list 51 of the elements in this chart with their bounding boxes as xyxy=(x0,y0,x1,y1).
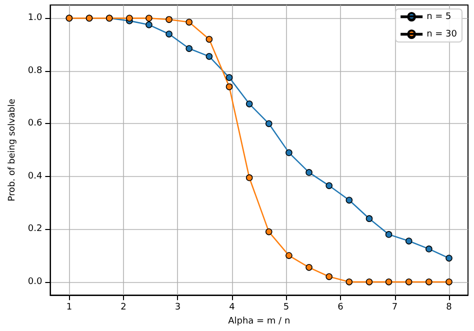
point xyxy=(166,16,172,23)
point xyxy=(286,252,292,259)
point xyxy=(146,21,152,28)
point xyxy=(166,30,172,38)
point xyxy=(286,149,292,156)
point xyxy=(326,273,332,280)
point xyxy=(405,278,412,286)
point xyxy=(385,231,392,238)
x-tick-label: 2 xyxy=(120,302,126,313)
y-tick-label: 0.4 xyxy=(28,171,42,182)
legend-label: n = 5 xyxy=(426,12,452,22)
point xyxy=(206,36,213,43)
point xyxy=(265,228,272,236)
point xyxy=(326,182,332,190)
point xyxy=(146,14,152,22)
point xyxy=(306,169,312,176)
point xyxy=(405,238,412,244)
legend-label: n = 30 xyxy=(426,29,458,40)
x-tick-label: 5 xyxy=(283,302,290,313)
point xyxy=(385,278,392,286)
point xyxy=(366,278,373,286)
x-tick-label: 3 xyxy=(174,302,181,313)
x-tick-label: 8 xyxy=(446,302,452,313)
point xyxy=(246,174,253,182)
x-tick-label: 6 xyxy=(338,302,344,313)
y-tick-label: 0.2 xyxy=(28,224,42,234)
y-tick-label: 0.6 xyxy=(28,118,42,129)
point xyxy=(206,53,213,60)
point xyxy=(346,278,353,286)
x-tick-label: 7 xyxy=(392,302,398,313)
point xyxy=(346,196,353,204)
point xyxy=(126,14,133,22)
point xyxy=(446,278,452,286)
y-tick-label: 0.8 xyxy=(28,66,42,76)
point xyxy=(426,278,432,286)
point xyxy=(226,83,233,90)
point xyxy=(186,45,193,52)
x-tick-label: 1 xyxy=(66,302,72,313)
y-tick-label: 0.0 xyxy=(28,276,42,287)
point xyxy=(366,215,373,222)
x-tick-label: 4 xyxy=(229,302,236,313)
point xyxy=(226,74,233,81)
point xyxy=(446,254,452,262)
point xyxy=(426,246,432,252)
x-axis-title: Alpha = m / n xyxy=(228,316,290,326)
point xyxy=(246,100,253,108)
point xyxy=(306,264,312,271)
y-tick-label: 1.0 xyxy=(28,13,42,24)
point xyxy=(265,120,272,128)
point xyxy=(186,18,193,26)
y-axis-title: Prob. of being solvable xyxy=(8,98,18,202)
